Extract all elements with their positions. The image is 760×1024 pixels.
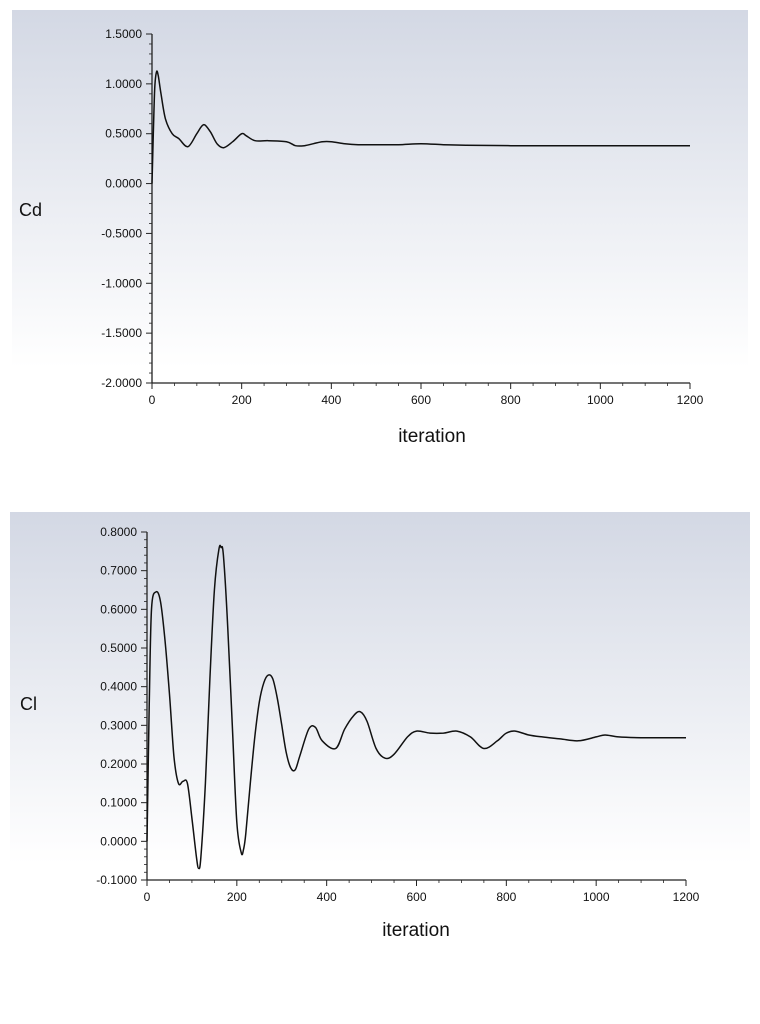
cl-y-tick-label: 0.3000 — [100, 718, 137, 732]
cd-y-tick-label: -1.0000 — [101, 276, 142, 290]
cl-axes: 0.8000 0.7000 0.6000 0.5000 0.4000 0.3000 0.20… — [96, 525, 699, 904]
cl-y-tick-label: 0.2000 — [100, 757, 137, 771]
cl-x-axis-title: iteration — [382, 920, 450, 941]
cl-x-tick-label: 800 — [496, 890, 516, 904]
cl-x-tick-label: 1000 — [583, 890, 610, 904]
cd-y-tick-label: 1.5000 — [105, 27, 142, 41]
cl-y-tick-label: 0.5000 — [100, 641, 137, 655]
cl-x-tick-label: 400 — [317, 890, 337, 904]
cl-y-tick-label: 0.6000 — [100, 602, 137, 616]
cl-x-tick-label: 1200 — [673, 890, 700, 904]
cd-axes: 1.5000 1.0000 0.5000 0.0000 -0.5000 -1.0000 -1… — [101, 27, 703, 407]
cl-x-tick-label: 200 — [227, 890, 247, 904]
cd-chart: Cd iteration 1.5000 1.0000 0.5000 0.0000 -0.… — [12, 10, 748, 457]
cl-chart-panel: Cl iteration 0.8000 0.7000 0.6000 0.5000 0.4… — [10, 512, 750, 952]
cl-y-tick-label: -0.1000 — [96, 873, 137, 887]
cd-x-tick-label: 400 — [321, 393, 341, 407]
cd-y-tick-label: 0.5000 — [105, 127, 142, 141]
cd-y-tick-label: -1.5000 — [101, 326, 142, 340]
cd-y-tick-label: 0.0000 — [105, 177, 142, 191]
cd-x-tick-label: 600 — [411, 393, 431, 407]
cd-y-tick-label: -2.0000 — [101, 376, 142, 390]
cd-x-tick-label: 1000 — [587, 393, 614, 407]
cl-series-line — [146, 544, 686, 870]
cd-x-tick-label: 1200 — [677, 393, 704, 407]
cl-y-tick-label: 0.8000 — [100, 525, 137, 539]
cl-y-tick-label: 0.0000 — [100, 834, 137, 848]
cd-chart-panel: Cd iteration 1.5000 1.0000 0.5000 0.0000 -0.… — [12, 10, 748, 457]
cd-y-tick-label: 1.0000 — [105, 77, 142, 91]
cl-y-tick-label: 0.4000 — [100, 680, 137, 694]
cd-y-tick-label: -0.5000 — [101, 226, 142, 240]
cl-y-tick-label: 0.1000 — [100, 796, 137, 810]
cd-x-tick-label: 0 — [149, 393, 156, 407]
cl-x-tick-label: 0 — [144, 890, 151, 904]
cl-y-axis-title: Cl — [20, 694, 37, 714]
cl-chart: Cl iteration 0.8000 0.7000 0.6000 0.5000 0.4… — [10, 512, 750, 952]
cd-series-line — [151, 70, 690, 184]
cd-y-axis-title: Cd — [19, 200, 42, 220]
cd-x-axis-title: iteration — [398, 426, 466, 447]
cl-y-tick-label: 0.7000 — [100, 564, 137, 578]
cl-plot-background — [10, 512, 750, 952]
cd-x-tick-label: 200 — [232, 393, 252, 407]
cl-x-tick-label: 600 — [406, 890, 426, 904]
cd-x-tick-label: 800 — [501, 393, 521, 407]
